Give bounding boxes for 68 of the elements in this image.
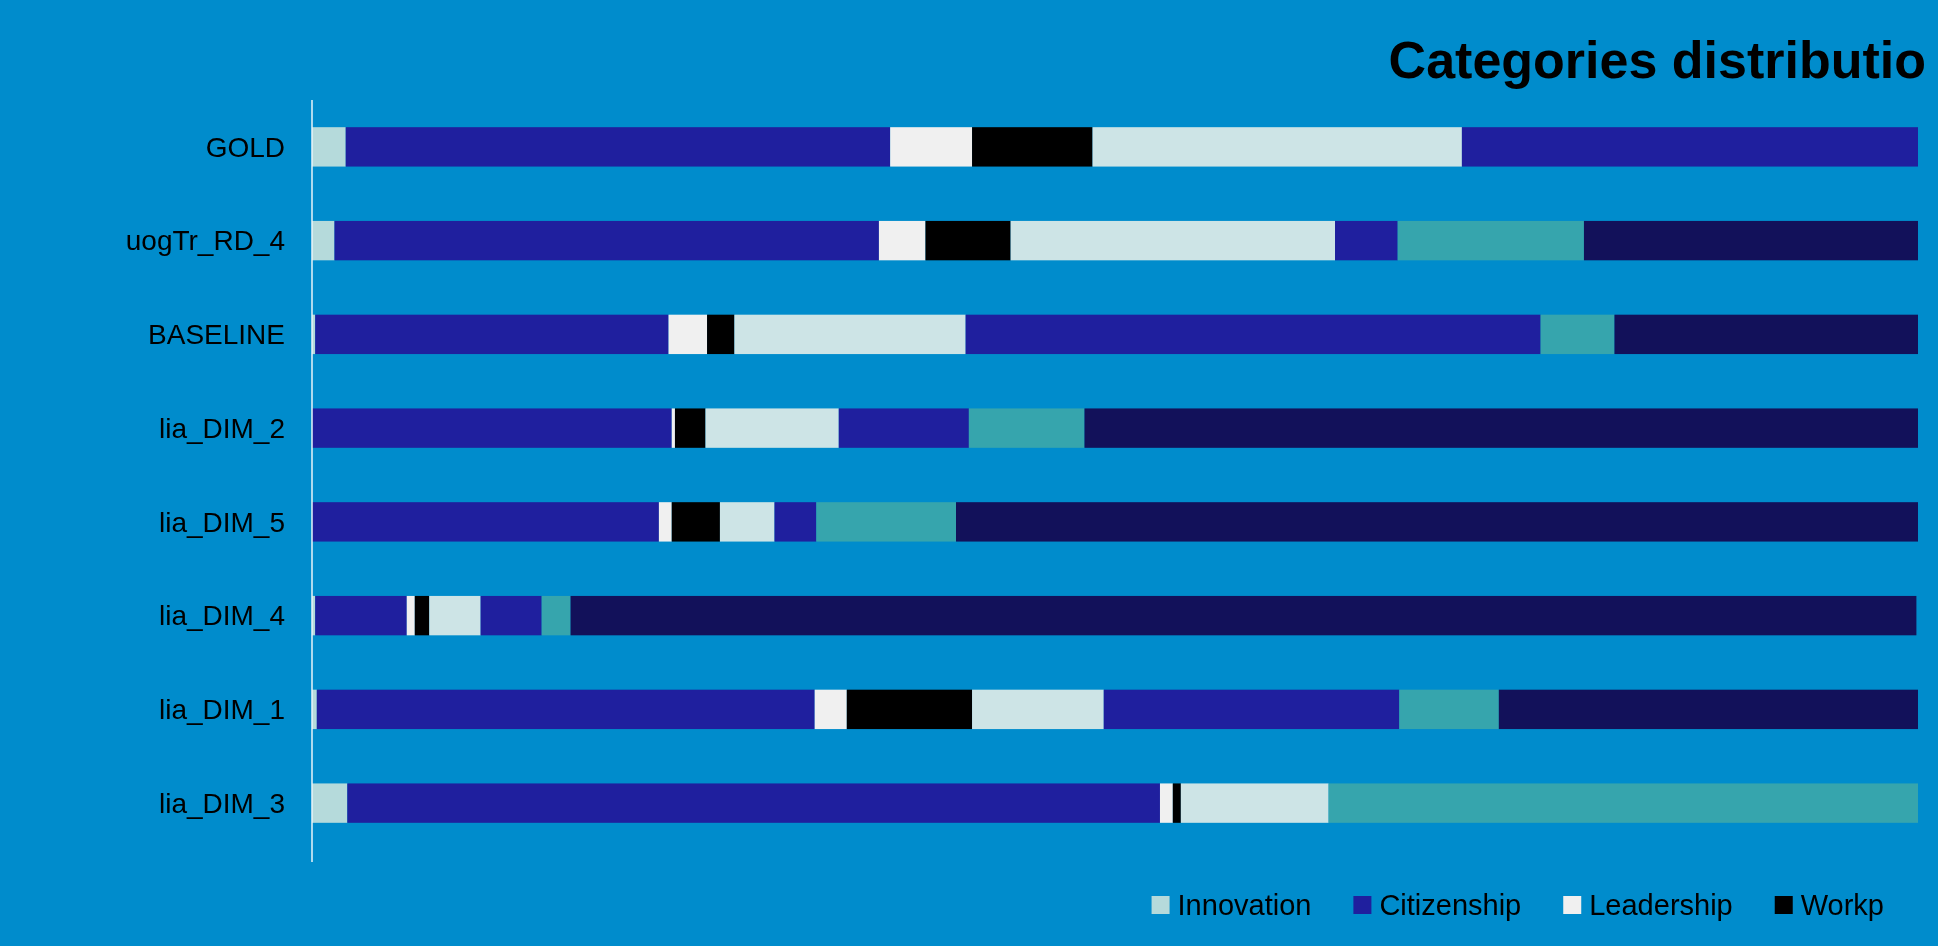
legend-label: Leadership [1589, 889, 1733, 922]
bar [1328, 783, 1918, 823]
bar [316, 689, 815, 730]
bar [658, 502, 672, 542]
legend-label: Workp [1800, 889, 1884, 922]
bar [705, 408, 839, 448]
bar [345, 127, 891, 167]
legend-label: Innovation [1177, 889, 1312, 922]
bar [1461, 127, 1918, 167]
y-tick-label: lia_DIM_2 [158, 412, 285, 444]
bar [668, 314, 708, 355]
y-tick-label: lia_DIM_1 [158, 694, 285, 726]
bar [541, 595, 571, 636]
bar [1498, 689, 1918, 730]
bar [956, 502, 1918, 542]
y-tick-label: uogTr_RD_4 [125, 225, 285, 257]
bar [334, 220, 879, 261]
y-tick-label: lia_DIM_5 [158, 506, 285, 538]
bar [719, 502, 775, 542]
bar [707, 314, 735, 355]
bar [972, 689, 1104, 730]
bar [838, 408, 969, 448]
bar [312, 408, 672, 448]
bar [315, 595, 407, 636]
bar [414, 595, 430, 636]
bar [816, 502, 957, 542]
bar [312, 502, 659, 542]
bar [814, 689, 847, 730]
bar [968, 408, 1085, 448]
bar [1010, 220, 1336, 261]
bar [1335, 220, 1398, 261]
bar [1397, 220, 1584, 261]
bar [570, 595, 1917, 636]
chart-title: Categories distributio [1388, 31, 1926, 89]
bar [846, 689, 973, 730]
bar [315, 314, 669, 355]
bar [312, 127, 346, 167]
bar [734, 314, 966, 355]
y-tick-label: GOLD [205, 131, 285, 163]
bar [1399, 689, 1499, 730]
bar [674, 408, 706, 448]
bar [347, 783, 1160, 823]
bar [312, 220, 335, 261]
bar [1092, 127, 1462, 167]
bar [1614, 314, 1918, 355]
y-tick-label: BASELINE [148, 319, 285, 351]
bar [406, 595, 415, 636]
legend-label: Citizenship [1379, 889, 1522, 922]
bar [429, 595, 481, 636]
bar [671, 502, 720, 542]
y-tick-label: lia_DIM_4 [158, 600, 285, 632]
bar [878, 220, 926, 261]
bar [890, 127, 973, 167]
bar [1159, 783, 1173, 823]
bar [1103, 689, 1400, 730]
bar [1180, 783, 1329, 823]
bar [1084, 408, 1918, 448]
bar [1540, 314, 1615, 355]
bar [312, 783, 348, 823]
y-tick-label: lia_DIM_3 [158, 787, 285, 819]
bar [671, 408, 675, 448]
bar [925, 220, 1011, 261]
bar [972, 127, 1093, 167]
bar [480, 595, 542, 636]
bar [1172, 783, 1181, 823]
bar [965, 314, 1541, 355]
bar [774, 502, 817, 542]
bar [1583, 220, 1918, 261]
